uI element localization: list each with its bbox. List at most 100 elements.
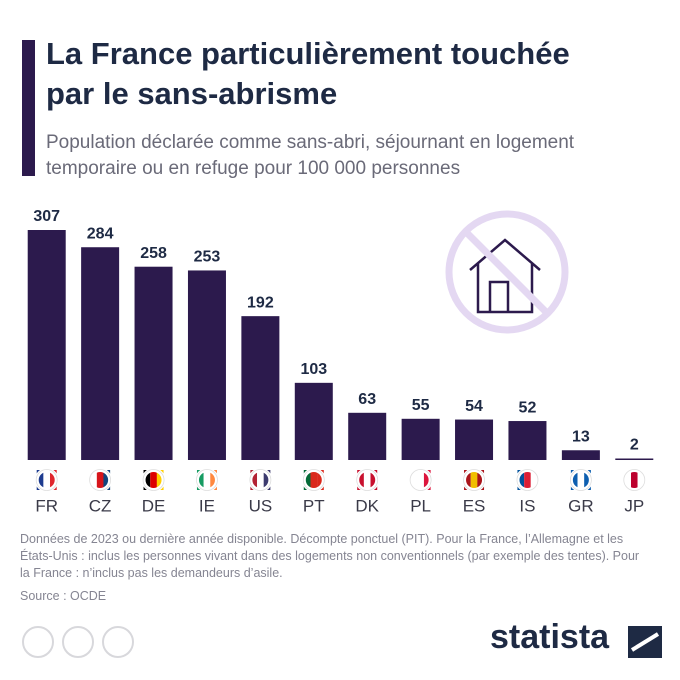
value-label: 103 [300,361,327,378]
value-label: 253 [194,249,221,266]
value-label: 63 [358,391,376,408]
flag-stripe [317,470,324,490]
flag-outline [568,468,593,492]
bar [187,270,226,460]
bar [508,421,547,460]
flag-stripe [624,470,631,490]
value-label: 55 [412,397,430,414]
x-tick-label: PL [410,496,431,515]
value-label: 307 [33,208,60,225]
value-label: 284 [87,225,114,242]
flag-ring [302,469,325,491]
value-label: 52 [519,399,537,416]
x-tick-label: IE [199,496,215,515]
value-label: 258 [140,245,167,262]
bar [561,450,600,460]
flag-stripe [470,470,478,490]
flag-stripe [310,470,318,490]
brand-mark-stroke [630,632,660,652]
bar [134,266,173,460]
bar [455,419,494,460]
value-label: 2 [630,437,639,454]
footnote: Données de 2023 ou dernière année dispon… [20,532,640,580]
bar [348,412,387,460]
flag-outline [301,468,326,492]
flag-stripe [250,470,258,490]
flag-ring [569,469,592,491]
flag-stripe [370,470,378,490]
flag-ring [623,469,646,491]
bar [401,418,440,460]
bar [81,247,120,460]
flag-ring [409,469,432,491]
flag-stripe [143,470,151,490]
flag-stripe [410,470,418,490]
flag-stripe [90,470,97,490]
flag-stripe [584,470,591,490]
value-label: 192 [247,294,274,311]
flag-stripe [530,470,538,490]
chart-subtitle: Population déclarée comme sans-abri, séj… [46,132,575,179]
flag-stripe [43,470,51,490]
flag-outline [622,468,647,492]
brand-logo[interactable]: statista [490,618,610,656]
title-accent [22,40,35,176]
flag-stripe [524,470,531,490]
flag-stripe [303,470,311,490]
flag-stripe [196,470,204,490]
bar [241,316,280,460]
flag-stripe [363,470,371,490]
flag-ring [89,469,112,491]
flag-outline [355,468,380,492]
flag-outline [88,468,113,492]
x-tick-label: DK [355,496,379,515]
flag-stripe [357,470,364,490]
bar [615,458,654,461]
homeless-icon [445,210,569,334]
bar [294,382,333,460]
flag-ring [356,469,379,491]
flag-stripe [36,470,44,490]
value-label: 54 [465,398,483,415]
flag-outline [408,468,433,492]
x-tick-label: FR [35,496,58,515]
source: Source : OCDE [20,589,107,603]
bar [27,230,66,460]
x-tick-label: DE [142,496,166,515]
flag-stripe [210,470,217,490]
flag-ring [516,469,539,491]
flag-stripe [50,470,57,490]
flag-stripe [630,470,638,490]
flag-ring [249,469,272,491]
flag-stripe [103,470,111,490]
x-tick-label: US [249,496,273,515]
x-tick-label: JP [624,496,644,515]
flag-stripe [96,470,104,490]
flag-stripe [156,470,164,490]
x-tick-label: CZ [89,496,112,515]
flag-stripe [150,470,157,490]
flag-stripe [464,470,471,490]
flag-outline [462,468,487,492]
flag-outline [194,468,219,492]
flag-ring [196,469,218,491]
flag-stripe [577,470,585,490]
flag-stripe [423,470,431,490]
x-tick-label: GR [568,496,594,515]
x-tick-label: IS [519,496,535,515]
flag-stripe [203,470,211,490]
flag-stripe [477,470,485,490]
flag-outline [515,468,540,492]
flag-outline [248,468,273,492]
flag-stripe [257,470,264,490]
flag-stripe [570,470,578,490]
x-tick-label: ES [463,496,486,515]
x-tick-label: PT [303,496,325,515]
value-label: 13 [572,428,590,445]
license-icons [22,626,134,658]
flag-ring [463,469,485,491]
flag-stripe [517,470,525,490]
chart-title: La France particulièrement touchée par l… [46,36,570,111]
flag-ring [35,469,58,491]
